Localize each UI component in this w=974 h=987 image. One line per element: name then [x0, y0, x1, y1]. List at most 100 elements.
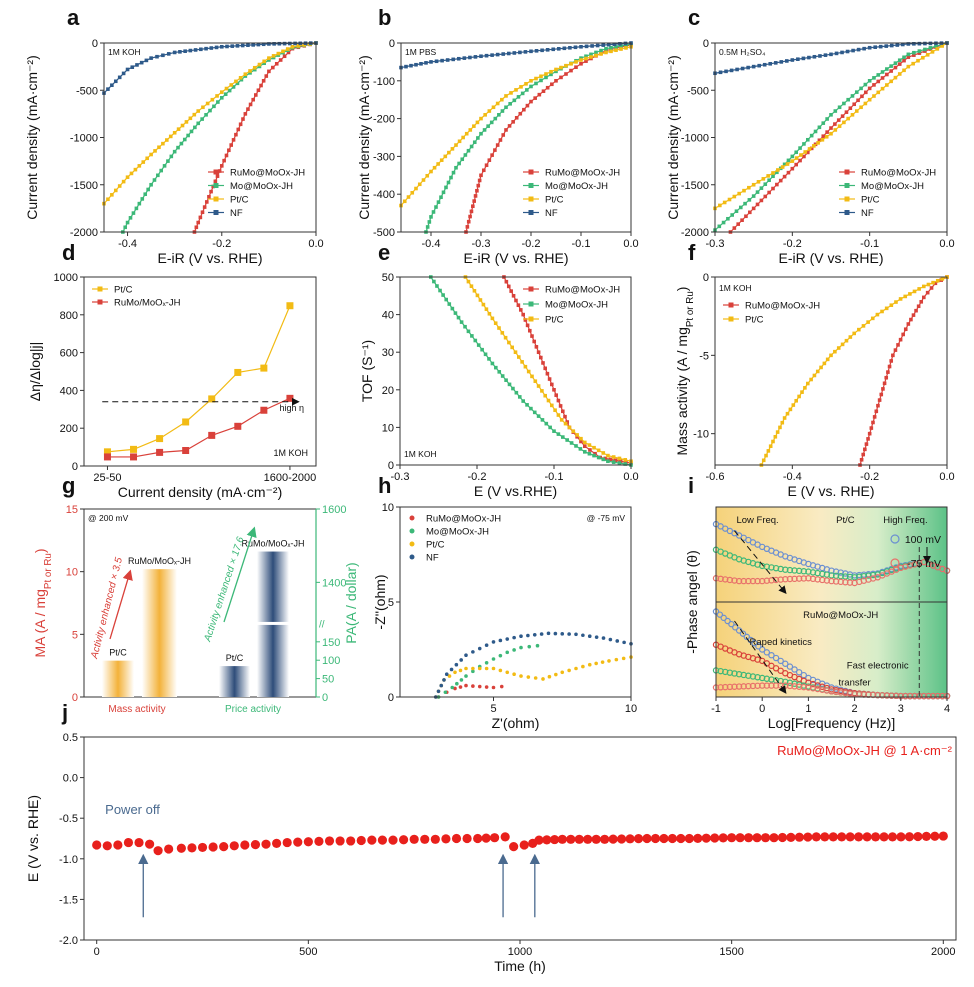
data-point: [590, 44, 594, 48]
data-point: [594, 635, 599, 639]
data-point: [429, 215, 433, 219]
data-point: [534, 81, 538, 86]
data-point: [490, 153, 494, 157]
data-point: [802, 154, 806, 159]
data-point: [513, 350, 518, 354]
data-point: [578, 447, 583, 451]
annotation: Pt/C: [836, 515, 855, 526]
potential-label: @ -75 mV: [587, 513, 626, 523]
panel-letter: a: [67, 5, 80, 30]
data-point: [545, 48, 550, 52]
data-point: [542, 835, 552, 845]
data-point: [441, 834, 451, 844]
data-point: [522, 107, 526, 112]
data-point: [535, 643, 540, 648]
data-point: [718, 70, 723, 75]
data-point: [851, 48, 855, 53]
y-tick-label: 0: [92, 38, 98, 50]
data-point: [592, 445, 596, 450]
data-point: [125, 67, 130, 72]
data-point: [282, 837, 292, 848]
data-point: [884, 306, 889, 311]
annotation: Fast electronic: [847, 661, 909, 672]
y-tick-label: 600: [60, 348, 78, 360]
data-point: [782, 416, 787, 420]
data-point: [296, 44, 301, 48]
data-point: [609, 49, 613, 54]
data-point: [144, 58, 149, 63]
data-point: [608, 637, 613, 642]
y-tick-label: 50: [382, 272, 394, 284]
data-point: [872, 76, 876, 80]
high-eta-label: high η: [280, 403, 305, 413]
data-point: [156, 173, 160, 178]
right-y-tick-label: 0: [322, 692, 328, 704]
data-point: [449, 175, 453, 180]
data-point: [436, 200, 441, 204]
data-point: [518, 308, 523, 312]
data-point: [234, 79, 238, 84]
right-y-tick-label: 50: [322, 674, 334, 686]
data-point: [809, 133, 814, 138]
data-point: [890, 558, 900, 568]
data-point: [470, 334, 474, 338]
data-point: [803, 150, 808, 154]
y-tick-label: 5: [388, 597, 394, 609]
data-point: [930, 50, 935, 54]
data-point: [766, 449, 771, 453]
data-point: [525, 403, 529, 407]
y-axis-label: E (V vs. RHE): [25, 795, 41, 882]
data-point: [529, 406, 533, 411]
data-point: [125, 175, 130, 179]
data-point: [512, 98, 517, 103]
data-point: [861, 324, 866, 328]
data-point: [523, 364, 528, 369]
data-point: [604, 46, 608, 51]
data-point: [208, 108, 212, 113]
y-tick-label: -1000: [681, 133, 709, 145]
y-axis-label: Current density (mA·cm⁻²): [665, 55, 681, 220]
data-point: [906, 52, 911, 57]
data-point: [667, 833, 677, 844]
data-point: [891, 353, 895, 358]
x-tick-label: 4: [944, 703, 950, 715]
potential-label: @ 200 mV: [88, 513, 129, 523]
data-point: [901, 42, 905, 47]
right-y-tick-label: 1400: [322, 577, 346, 589]
data-point: [922, 284, 926, 289]
panel-h: 5 10 0 5 10 Z'(ohm) -Z''(ohm) h @ -75 mV RuMo@MoO…: [372, 473, 637, 731]
data-point: [940, 277, 945, 281]
data-point: [592, 453, 596, 458]
data-point: [561, 435, 565, 439]
y-axis-label: MA (A / mgPt or Ru): [32, 548, 54, 657]
data-point: [583, 450, 587, 454]
data-point: [885, 67, 889, 71]
data-point: [898, 297, 903, 301]
y-axis-label-part: MA (A / mg: [32, 589, 48, 657]
data-point: [402, 199, 407, 204]
data-point: [785, 411, 790, 416]
data-point: [205, 101, 210, 106]
data-point: [229, 841, 239, 851]
data-point: [409, 541, 415, 547]
data-point: [540, 418, 545, 422]
data-point: [210, 97, 215, 102]
data-point: [130, 445, 138, 453]
data-point: [464, 131, 469, 136]
data-point: [431, 210, 436, 214]
data-point: [822, 361, 827, 366]
axes-frame: [83, 276, 317, 467]
data-point: [125, 220, 130, 225]
data-point: [911, 61, 915, 66]
data-point: [912, 50, 916, 55]
data-point: [239, 77, 244, 82]
y-tick-label: -1.0: [59, 854, 78, 866]
bar: [142, 569, 177, 697]
data-point: [844, 169, 850, 175]
legend-label: Pt/C: [426, 540, 445, 551]
legend-item: Pt/C: [92, 285, 133, 296]
data-point: [567, 668, 571, 673]
data-point: [785, 59, 789, 63]
data-point: [491, 640, 496, 644]
data-point: [248, 69, 252, 73]
